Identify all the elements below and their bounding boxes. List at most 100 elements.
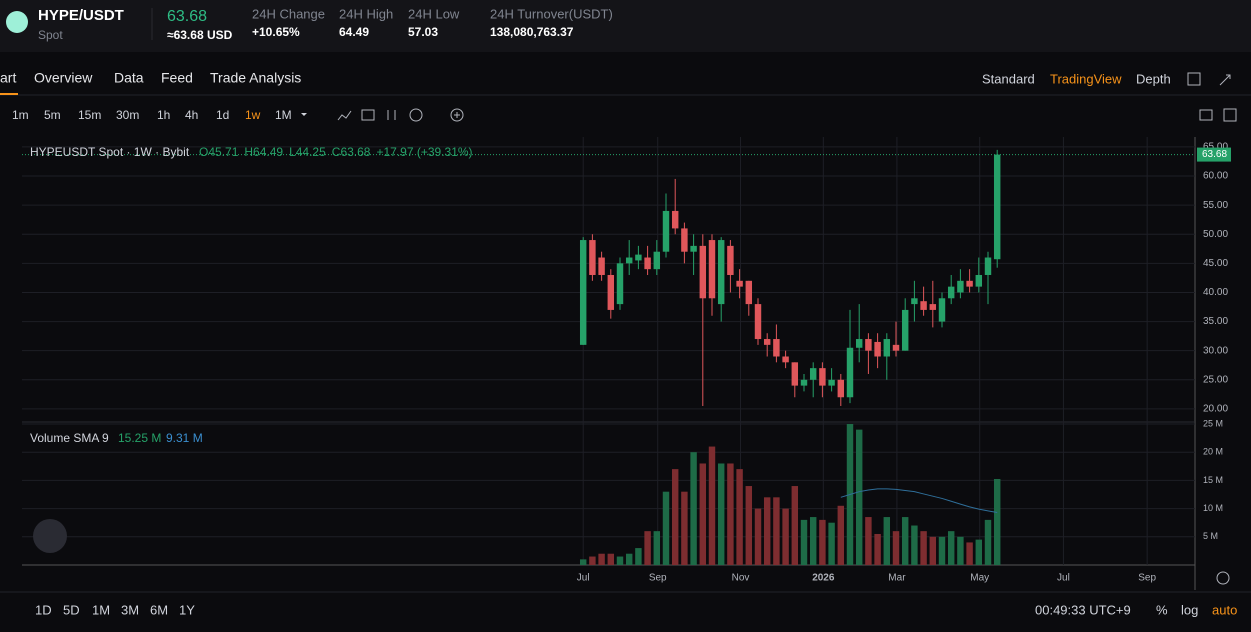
range[interactable]: 1M	[92, 602, 110, 617]
candle-body	[874, 341, 881, 357]
interval[interactable]: 30m	[116, 108, 139, 122]
volume-bar	[745, 486, 753, 565]
stat-value: +10.65%	[252, 25, 300, 39]
volume-bar	[579, 559, 587, 565]
y-tick-label: 60.00	[1203, 171, 1228, 182]
candle-body	[699, 245, 707, 299]
tab[interactable]: Overview	[34, 70, 93, 86]
sma-line	[840, 488, 998, 513]
candle-body	[616, 263, 624, 305]
volume-bar	[911, 525, 918, 565]
x-tick-label: Sep	[1138, 573, 1156, 584]
tab[interactable]: Feed	[161, 70, 193, 86]
volume-bar	[791, 486, 799, 565]
y-tick-label: 30.00	[1203, 345, 1228, 356]
interval[interactable]: 1m	[12, 108, 29, 122]
range[interactable]: 3M	[121, 602, 139, 617]
pair: HYPE/USDT	[38, 7, 124, 24]
interval[interactable]: 1h	[157, 108, 170, 122]
candle-body	[598, 257, 605, 275]
y-tick-label: 25.00	[1203, 374, 1228, 385]
interval[interactable]: 15m	[78, 108, 101, 122]
candle-body	[690, 245, 697, 252]
volume-bar	[892, 531, 900, 565]
volume-bar	[957, 536, 964, 565]
volume-bar	[800, 519, 808, 565]
candle-body	[966, 280, 973, 287]
interval[interactable]: 1w	[245, 108, 261, 122]
view-option[interactable]: TradingView	[1050, 71, 1122, 86]
range[interactable]: 1D	[35, 602, 52, 617]
interval[interactable]: 1M	[275, 108, 292, 122]
y-tick-label: 65.00	[1203, 142, 1228, 153]
volume-bar	[828, 522, 835, 565]
tab[interactable]: Trade Analysis	[210, 70, 301, 86]
volume-bar	[763, 497, 771, 565]
candle-body	[819, 368, 826, 386]
auto-toggle[interactable]: auto	[1212, 602, 1237, 617]
log-toggle[interactable]: log	[1181, 602, 1198, 617]
candle-body	[947, 286, 955, 299]
candle-body	[625, 257, 633, 264]
volume-bar	[782, 508, 789, 565]
range[interactable]: 6M	[150, 602, 168, 617]
volume-bar	[874, 533, 881, 565]
view-option[interactable]: Depth	[1136, 71, 1171, 86]
volume-bar	[699, 463, 707, 565]
ohlc-legend: L44.25	[289, 145, 326, 159]
interval[interactable]: 1d	[216, 108, 229, 122]
volume-bar	[754, 508, 762, 565]
last-price-tag	[1197, 147, 1231, 162]
y-tick-label: 10 M	[1203, 503, 1223, 513]
range[interactable]: 5D	[63, 602, 80, 617]
tv-logo	[33, 519, 67, 553]
tab[interactable]: Data	[114, 70, 144, 86]
candle-body	[579, 240, 587, 345]
ohlc-legend: O45.71	[199, 145, 239, 159]
y-tick-label: 40.00	[1203, 287, 1228, 298]
stat-label: 24H Change	[252, 6, 325, 21]
stat-label: 24H High	[339, 6, 393, 21]
candle-body	[745, 280, 753, 305]
volume-bar	[690, 452, 697, 565]
volume-bar	[598, 553, 605, 565]
volume-bar	[883, 517, 891, 565]
view-option[interactable]: Standard	[982, 71, 1035, 86]
volume-bar	[635, 548, 642, 565]
y-tick-label: 20 M	[1203, 447, 1223, 457]
candle-body	[855, 339, 863, 348]
x-tick-label: Mar	[888, 573, 906, 584]
header-bar	[0, 0, 1251, 52]
candle-body	[892, 344, 900, 351]
volume-bar	[662, 491, 670, 565]
y-tick-label: 50.00	[1203, 229, 1228, 240]
x-tick-label: May	[970, 573, 989, 584]
volume-bar	[855, 429, 863, 565]
candle-body	[708, 240, 716, 299]
interval[interactable]: 4h	[185, 108, 198, 122]
candle-body	[828, 379, 835, 386]
stat-label: 24H Low	[408, 6, 460, 21]
volume-bar	[708, 446, 716, 565]
ohlc-legend: +17.97 (+39.31%)	[376, 145, 472, 159]
range[interactable]: 1Y	[179, 602, 195, 617]
coin-icon	[6, 11, 28, 33]
stat-value: 57.03	[408, 25, 438, 39]
volume-bar	[966, 542, 973, 565]
interval[interactable]: 5m	[44, 108, 61, 122]
volume-bar	[947, 531, 955, 565]
percent-toggle[interactable]: %	[1156, 602, 1168, 617]
tab[interactable]: art	[0, 70, 16, 86]
sma-value: 9.31 M	[166, 431, 203, 445]
candle-body	[754, 304, 762, 340]
interval-dropdown[interactable]	[301, 113, 307, 116]
volume-bar	[727, 463, 734, 565]
candle-body	[589, 240, 596, 275]
candle-body	[607, 274, 615, 310]
candle-body	[653, 251, 661, 270]
clock: 00:49:33 UTC+9	[1035, 602, 1131, 617]
volume-bar	[589, 556, 596, 565]
candle-body	[791, 362, 799, 386]
volume-bar	[993, 478, 1001, 565]
